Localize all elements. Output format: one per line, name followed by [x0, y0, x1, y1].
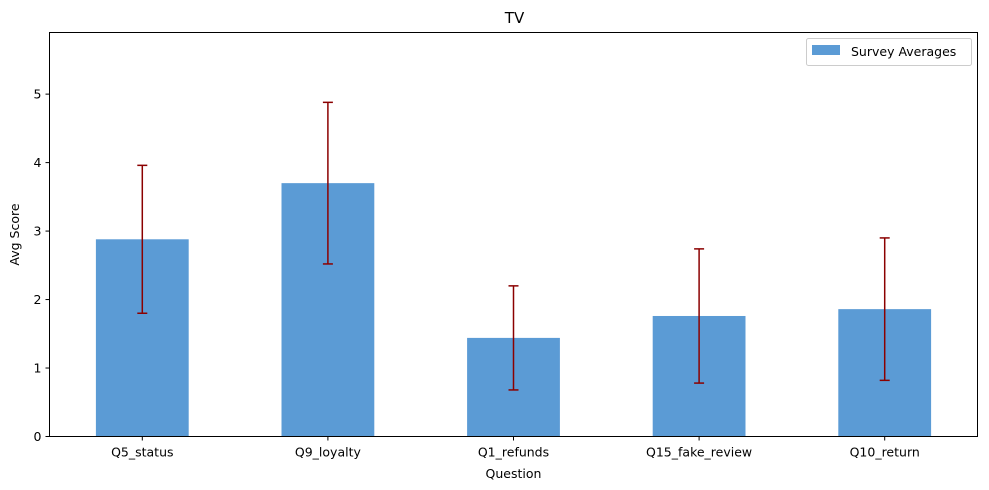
y-tick-label: 4 [34, 155, 42, 170]
plot-frame [49, 32, 978, 437]
x-tick-label: Q10_return [850, 445, 920, 460]
y-tick-label: 2 [34, 292, 42, 307]
error-bar-q1-refunds [508, 285, 519, 391]
chart-title: TV [504, 9, 525, 27]
y-axis: 0 1 2 3 4 5 [34, 87, 50, 444]
x-tick-label: Q1_refunds [478, 445, 549, 460]
y-axis-label: Avg Score [7, 203, 22, 265]
legend: Survey Averages [806, 38, 972, 66]
error-bars-layer [137, 101, 890, 391]
error-bar-q15-fake-review [694, 248, 705, 384]
y-tick-label: 0 [34, 429, 42, 444]
error-bar-q9-loyalty [322, 101, 333, 265]
x-axis: Q5_status Q9_loyalty Q1_refunds Q15_fake_re… [111, 436, 920, 460]
error-bar-q10-return [879, 237, 890, 382]
y-tick-label: 3 [34, 224, 42, 239]
y-tick-label: 1 [34, 361, 42, 376]
x-tick-label: Q9_loyalty [295, 445, 362, 460]
y-tick-label: 5 [34, 87, 42, 102]
legend-swatch [812, 45, 840, 55]
x-tick-label: Q15_fake_review [646, 445, 752, 460]
error-bar-q5-status [137, 164, 148, 314]
x-axis-label: Question [486, 466, 542, 481]
x-tick-label: Q5_status [111, 445, 173, 460]
legend-label: Survey Averages [851, 44, 956, 59]
legend-box [806, 38, 972, 66]
